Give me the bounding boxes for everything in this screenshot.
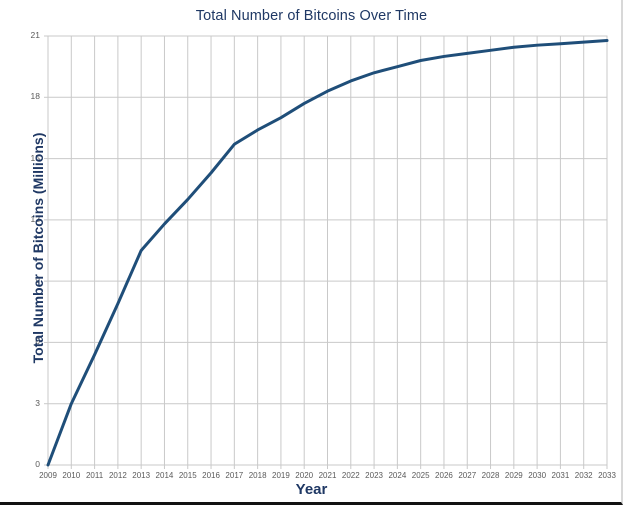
x-tick-label: 2033 (598, 471, 616, 480)
x-tick-label: 2015 (178, 471, 197, 480)
x-tick-label: 2011 (85, 471, 104, 480)
x-tick-label: 2020 (295, 471, 314, 480)
x-tick-label: 2024 (388, 471, 407, 480)
y-tick-label: 15 (30, 152, 40, 163)
x-tick-label: 2030 (528, 471, 547, 480)
x-tick-label: 2029 (504, 471, 523, 480)
x-tick-label: 2022 (341, 471, 360, 480)
x-tick-label: 2026 (435, 471, 453, 480)
x-axis-title: Year (295, 481, 328, 498)
y-tick-label: 6 (35, 336, 40, 347)
x-tick-label: 2010 (62, 471, 81, 480)
x-tick-label: 2021 (318, 471, 337, 480)
data-series-line (46, 38, 609, 467)
x-tick-label: 2025 (411, 471, 430, 480)
plot-border (47, 35, 608, 466)
chart-title: Total Number of Bitcoins Over Time (195, 8, 428, 24)
x-tick-label: 2023 (365, 471, 383, 480)
y-tick-label: 0 (35, 459, 40, 469)
y-tick-label: 12 (30, 213, 40, 224)
x-tick-label: 2031 (551, 471, 570, 480)
x-tick-label: 2014 (155, 471, 174, 480)
x-tick-label: 2032 (574, 471, 593, 480)
y-tick-label: 21 (30, 30, 40, 40)
x-tick-label: 2016 (202, 471, 220, 480)
x-tick-label: 2018 (248, 471, 267, 480)
y-tick-label: 3 (35, 397, 40, 408)
y-axis-ticks (44, 35, 48, 466)
x-tick-label: 2019 (272, 471, 290, 480)
x-tick-label: 2013 (132, 471, 151, 480)
y-tick-label: 9 (35, 275, 40, 286)
x-axis-ticks (47, 465, 608, 469)
y-tick-label: 18 (30, 91, 40, 102)
x-tick-label: 2017 (225, 471, 244, 480)
x-tick-label: 2028 (481, 471, 500, 480)
x-tick-label: 2027 (458, 471, 477, 480)
x-tick-label: 2012 (108, 471, 127, 480)
y-axis-title: Total Number of Bitcoins (Millions) (30, 132, 46, 364)
x-tick-label: 2009 (39, 471, 57, 480)
